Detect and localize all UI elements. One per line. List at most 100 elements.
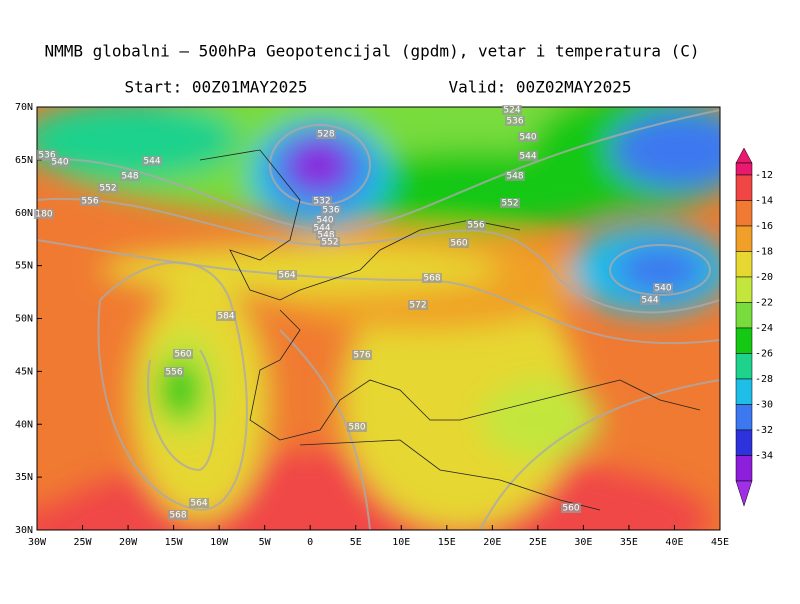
map-field bbox=[37, 107, 720, 530]
lat-label: 70N bbox=[15, 102, 33, 113]
contour-label: 564 bbox=[190, 499, 207, 509]
lon-label: 35E bbox=[620, 537, 638, 548]
contour-label: 568 bbox=[169, 511, 186, 521]
lon-label: 30W bbox=[28, 537, 47, 548]
lon-label: 25E bbox=[529, 537, 547, 548]
contour-label: 544 bbox=[143, 157, 160, 167]
contour-label: 524 bbox=[503, 106, 520, 116]
contour-label: 540 bbox=[51, 158, 68, 168]
contour-label-bg bbox=[34, 209, 54, 219]
contour-label: 580 bbox=[348, 423, 365, 433]
contour-label-bg bbox=[315, 215, 335, 225]
contour-label: 552 bbox=[321, 238, 338, 248]
contour-label: 568 bbox=[423, 274, 440, 284]
contour-label-bg bbox=[316, 230, 336, 240]
colorbar-label: -28 bbox=[755, 374, 773, 385]
contour-label: 548 bbox=[121, 172, 138, 182]
contour-label-bg bbox=[98, 183, 118, 193]
contour-label-bg bbox=[168, 510, 188, 520]
colorbar-label: -30 bbox=[755, 400, 773, 411]
contour-label-bg bbox=[320, 237, 340, 247]
lat-label: 30N bbox=[15, 525, 33, 536]
lat-label: 50N bbox=[15, 314, 33, 325]
contour-label: 572 bbox=[409, 301, 426, 311]
colorbar-box bbox=[735, 162, 753, 176]
contour-label: 548 bbox=[506, 172, 523, 182]
contour-label: 560 bbox=[174, 350, 191, 360]
colorbar-box bbox=[735, 302, 753, 329]
colorbar-label: -26 bbox=[755, 349, 773, 360]
contour-label: 556 bbox=[467, 221, 484, 231]
lat-label: 45N bbox=[15, 366, 33, 377]
contour-label-bg bbox=[142, 156, 162, 166]
contour-label: 536 bbox=[506, 117, 523, 127]
contour-label-bg bbox=[164, 367, 184, 377]
start: Start: 00Z01MAY2025 bbox=[124, 78, 307, 97]
colorbar-label: -18 bbox=[755, 247, 773, 258]
lat-label: 35N bbox=[15, 472, 33, 483]
lat-label: 40N bbox=[15, 419, 33, 430]
lon-label: 0 bbox=[307, 537, 313, 548]
contour-label-bg bbox=[312, 223, 332, 233]
contour-label: 536 bbox=[38, 151, 55, 161]
lon-label: 15W bbox=[165, 537, 184, 548]
contour-label-bg bbox=[449, 238, 469, 248]
lon-label: 10W bbox=[210, 537, 229, 548]
contour-label-bg bbox=[347, 422, 367, 432]
contour-label: 548 bbox=[317, 231, 334, 241]
colorbar-label: -12 bbox=[755, 170, 773, 181]
colorbar-label: -34 bbox=[755, 451, 773, 462]
contour-label-bg bbox=[189, 498, 209, 508]
lon-label: 30E bbox=[574, 537, 592, 548]
contour-label: 576 bbox=[353, 351, 370, 361]
lon-label: 20E bbox=[483, 537, 501, 548]
contour-label-bg bbox=[321, 205, 341, 215]
lat-label: 55N bbox=[15, 261, 33, 272]
contour-label-bg bbox=[37, 150, 57, 160]
lon-label: 15E bbox=[438, 537, 456, 548]
contour-label-bg bbox=[50, 157, 70, 167]
contour-label-bg bbox=[653, 283, 673, 293]
contour-label-bg bbox=[352, 350, 372, 360]
contour-label: 556 bbox=[165, 368, 182, 378]
colorbar-label: -24 bbox=[755, 323, 773, 334]
contour-label: 536 bbox=[322, 206, 339, 216]
contour-label-bg bbox=[518, 132, 538, 142]
title: NMMB globalni – 500hPa Geopotencijal (gp… bbox=[44, 42, 699, 61]
colorbar-box bbox=[735, 429, 753, 456]
colorbar-label: -32 bbox=[755, 425, 773, 436]
contour-label: 552 bbox=[501, 199, 518, 209]
colorbar-label: -16 bbox=[755, 221, 773, 232]
colorbar-box bbox=[735, 225, 753, 252]
lon-label: 5W bbox=[259, 537, 272, 548]
contour-label: 544 bbox=[519, 152, 536, 162]
colorbar-box bbox=[735, 200, 753, 227]
lon-label: 40E bbox=[665, 537, 683, 548]
lat-label: 65N bbox=[15, 155, 33, 166]
colorbar-box bbox=[735, 404, 753, 431]
colorbar-label: -20 bbox=[755, 272, 773, 283]
lon-label: 5E bbox=[350, 537, 362, 548]
colorbar-box bbox=[735, 353, 753, 380]
contour-label-bg bbox=[312, 196, 332, 206]
colorbar-box bbox=[735, 378, 753, 405]
colorbar-box bbox=[735, 174, 753, 201]
lat-label: 60N bbox=[15, 208, 33, 219]
contour-label-bg bbox=[466, 220, 486, 230]
colorbar-box bbox=[735, 327, 753, 354]
contour-label: 540 bbox=[519, 133, 536, 143]
contour-label-bg bbox=[408, 300, 428, 310]
contour-label-bg bbox=[561, 503, 581, 513]
contour-label-bg bbox=[173, 349, 193, 359]
colorbar-label: -22 bbox=[755, 298, 773, 309]
contour-label-bg bbox=[518, 151, 538, 161]
contour-label: 552 bbox=[99, 184, 116, 194]
colorbar-cap bbox=[735, 480, 753, 507]
lon-label: 45E bbox=[711, 537, 729, 548]
colorbar-box bbox=[735, 251, 753, 278]
lon-label: 10E bbox=[392, 537, 410, 548]
contour-label: 180 bbox=[35, 210, 52, 220]
contour-label-bg bbox=[500, 198, 520, 208]
contour-label: 556 bbox=[81, 197, 98, 207]
